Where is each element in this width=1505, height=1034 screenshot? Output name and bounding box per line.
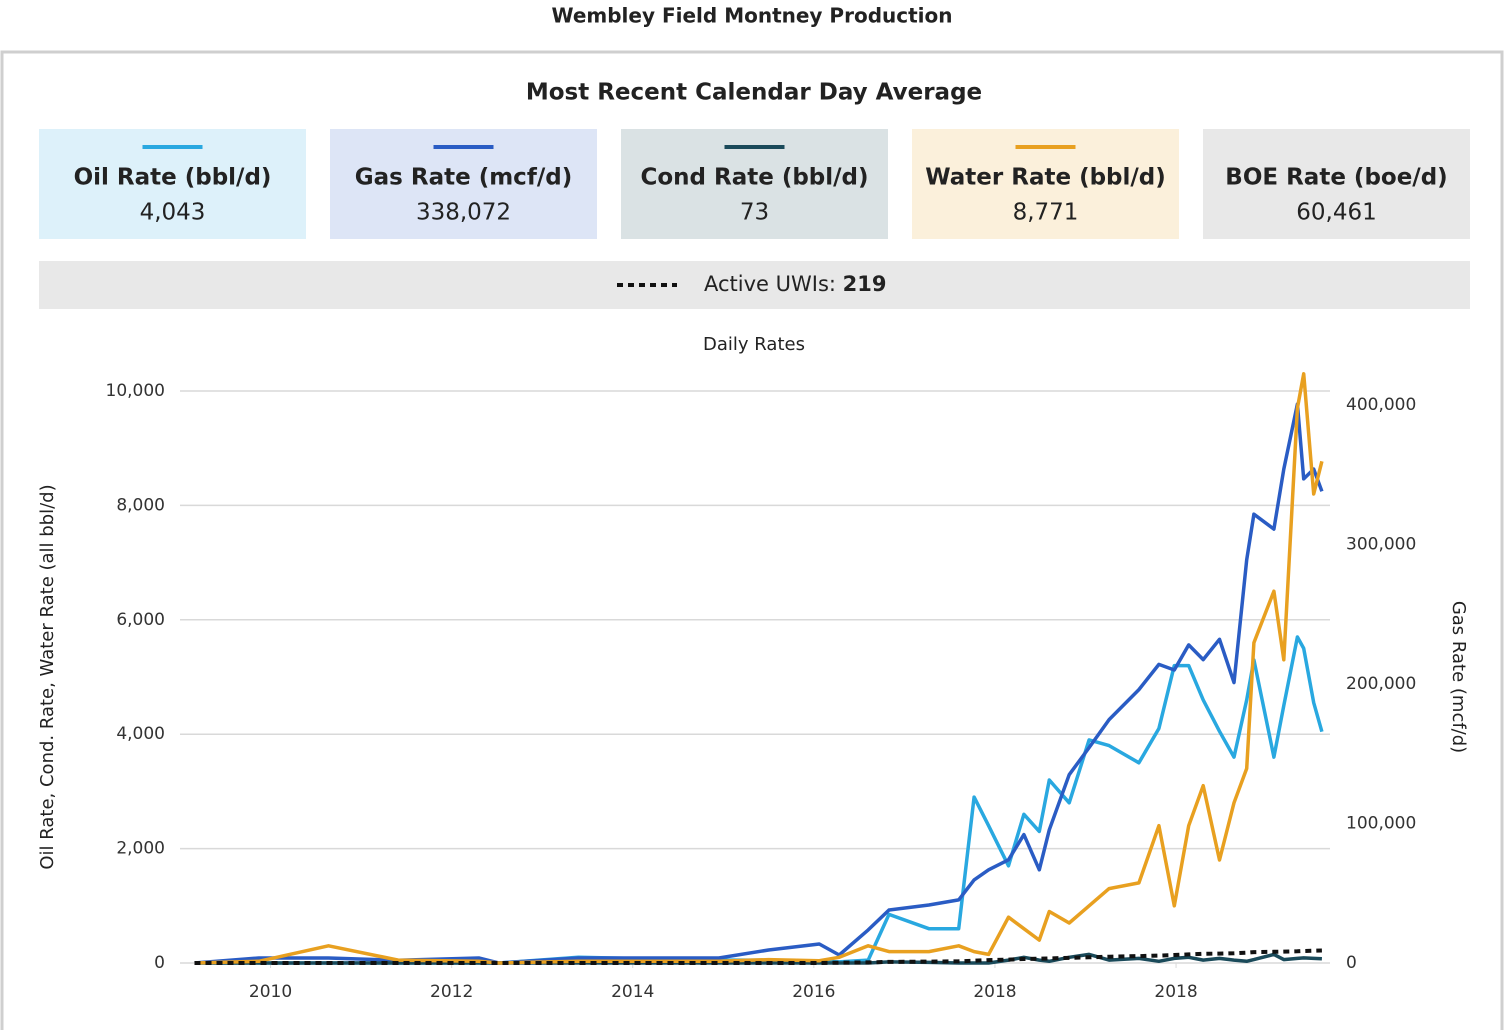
y-tick-label: 8,000	[116, 495, 165, 515]
uwi-text: Active UWIs: 219	[704, 272, 887, 296]
y-tick-label: 0	[154, 953, 165, 973]
y2-tick-label: 100,000	[1346, 813, 1416, 833]
uwi-bar	[39, 261, 1470, 309]
y2-tick-label: 0	[1346, 953, 1357, 973]
x-tick-label: 2010	[249, 982, 292, 1002]
chart-title: Daily Rates	[703, 334, 805, 355]
x-tick-label: 2016	[792, 982, 835, 1002]
uwi-label: Active UWIs:	[704, 272, 836, 296]
y2-axis-label: Gas Rate (mcf/d)	[1448, 601, 1469, 753]
page-title: Wembley Field Montney Production	[551, 4, 952, 28]
kpi-name: Oil Rate (bbl/d)	[74, 165, 272, 191]
y-axis-label: Oil Rate, Cond. Rate, Water Rate (all bb…	[37, 484, 58, 869]
x-tick-label: 2018	[973, 982, 1016, 1002]
y-tick-label: 6,000	[116, 610, 165, 630]
kpi-value: 60,461	[1296, 200, 1376, 226]
series-line	[194, 372, 1324, 965]
series-line	[194, 635, 1324, 965]
kpi-value: 4,043	[140, 200, 206, 226]
x-tick-label: 2018	[1154, 982, 1197, 1002]
y-tick-label: 4,000	[116, 724, 165, 744]
series-line	[194, 402, 1324, 965]
kpi-name: Gas Rate (mcf/d)	[355, 165, 572, 191]
kpi-value: 73	[740, 200, 769, 226]
y-tick-label: 2,000	[116, 839, 165, 859]
kpi-card	[1203, 129, 1470, 239]
kpi-value: 338,072	[416, 200, 511, 226]
kpi-name: Cond Rate (bbl/d)	[640, 165, 868, 191]
x-tick-label: 2014	[611, 982, 654, 1002]
y-tick-label: 10,000	[106, 381, 165, 401]
y2-tick-label: 400,000	[1346, 395, 1416, 415]
y2-tick-label: 300,000	[1346, 534, 1416, 554]
x-tick-label: 2012	[430, 982, 473, 1002]
panel-subtitle: Most Recent Calendar Day Average	[526, 80, 982, 106]
y2-tick-label: 200,000	[1346, 674, 1416, 694]
uwi-line	[194, 948, 1322, 965]
kpi-name: BOE Rate (boe/d)	[1225, 165, 1447, 191]
kpi-name: Water Rate (bbl/d)	[925, 165, 1166, 191]
kpi-value: 8,771	[1013, 200, 1079, 226]
uwi-count: 219	[843, 272, 887, 296]
